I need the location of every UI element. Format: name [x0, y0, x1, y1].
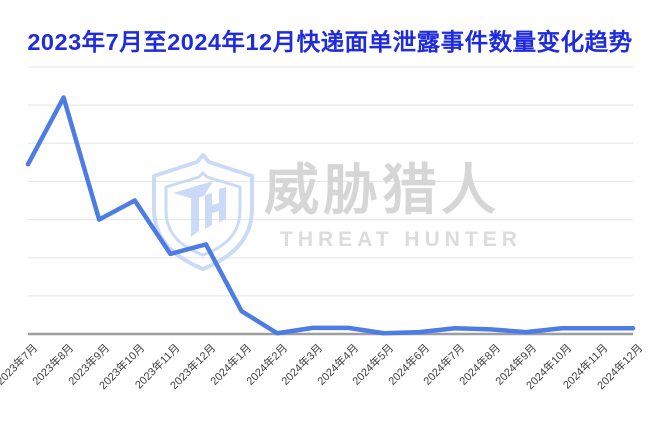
- threat-hunter-shield-logo-icon: [152, 153, 254, 271]
- watermark-brand-name: 威胁猎人: [264, 159, 501, 221]
- chart-title: 2023年7月至2024年12月快递面单泄露事件数量变化趋势: [27, 29, 633, 55]
- trend-line: [25, 95, 636, 336]
- watermark-brand-name-en: THREAT HUNTER: [280, 228, 522, 251]
